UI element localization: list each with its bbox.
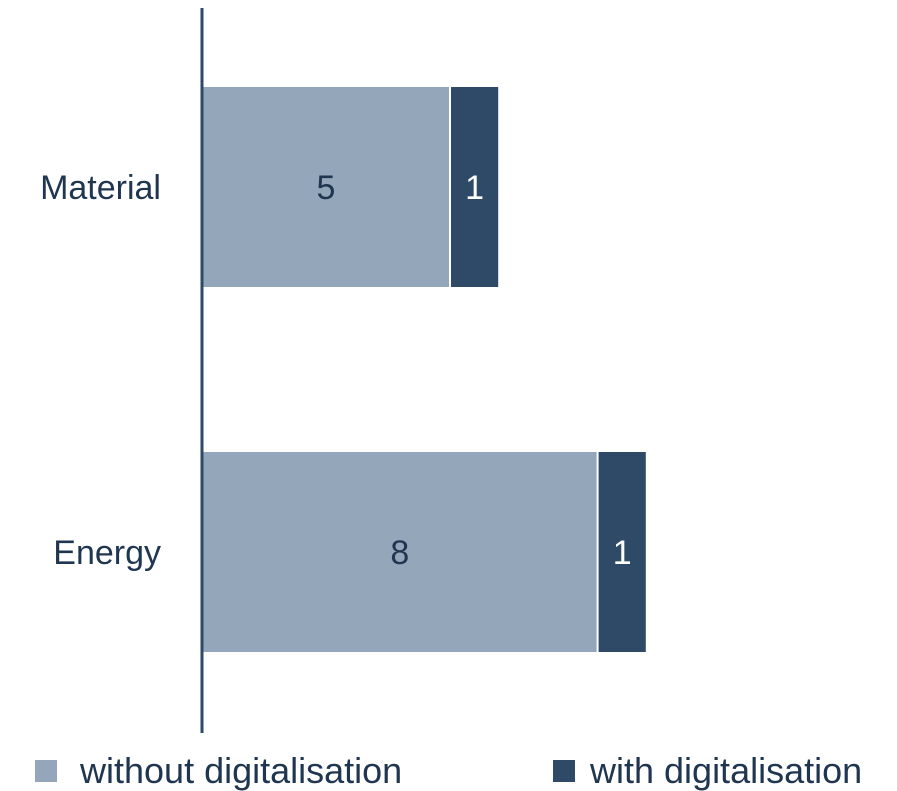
category-label-energy: Energy xyxy=(53,534,161,572)
data-label-with-digitalisation-energy: 1 xyxy=(613,534,632,572)
bar-without-digitalisation-energy xyxy=(203,452,597,652)
legend-swatch-without-digitalisation xyxy=(35,760,57,782)
legend: without digitalisation with digitalisatio… xyxy=(35,750,862,791)
legend-label-with-digitalisation: with digitalisation xyxy=(589,750,862,791)
data-label-with-digitalisation-material: 1 xyxy=(465,169,484,207)
legend-swatch-with-digitalisation xyxy=(553,760,575,782)
bars-layer xyxy=(203,87,646,652)
bar-with-digitalisation-energy xyxy=(598,452,646,652)
bar-without-digitalisation-material xyxy=(203,87,449,287)
bar-with-digitalisation-material xyxy=(451,87,499,287)
legend-label-without-digitalisation: without digitalisation xyxy=(79,750,402,791)
data-label-without-digitalisation-energy: 8 xyxy=(390,534,409,572)
category-label-material: Material xyxy=(40,169,161,207)
labels-layer: Material 5 1 Energy 8 1 xyxy=(40,169,632,572)
data-label-without-digitalisation-material: 5 xyxy=(317,169,336,207)
